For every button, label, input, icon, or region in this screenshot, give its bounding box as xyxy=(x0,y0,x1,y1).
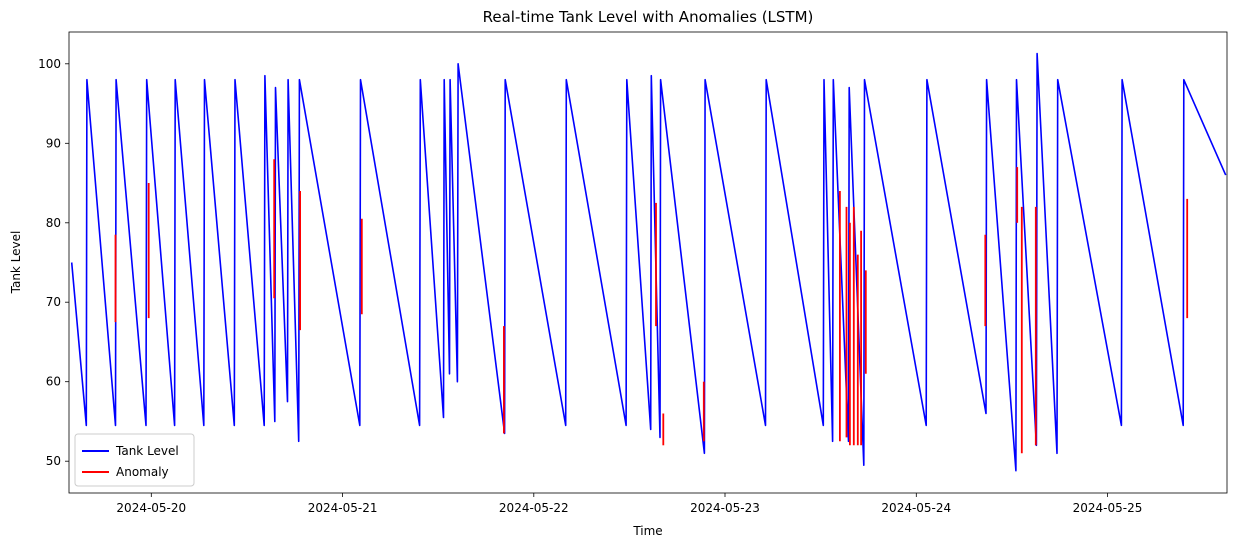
legend-label-tank-level: Tank Level xyxy=(115,444,179,458)
x-tick-label: 2024-05-21 xyxy=(308,501,378,515)
y-tick-label: 90 xyxy=(46,136,61,150)
x-tick-label: 2024-05-23 xyxy=(690,501,760,515)
plot-area-frame xyxy=(68,31,1228,494)
tank-level-line xyxy=(70,52,1227,472)
y-tick-label: 50 xyxy=(46,454,61,468)
x-axis: 2024-05-20 2024-05-21 2024-05-22 2024-05-23… xyxy=(116,493,1142,515)
y-axis: 50 60 70 80 90 100 xyxy=(38,57,69,468)
y-axis-label: Tank Level xyxy=(9,231,23,295)
chart-title: Real-time Tank Level with Anomalies (LST… xyxy=(483,8,814,26)
y-tick-label: 100 xyxy=(38,57,61,71)
legend: Tank Level Anomaly xyxy=(74,433,195,487)
x-tick-label: 2024-05-24 xyxy=(881,501,951,515)
y-tick-label: 80 xyxy=(46,216,61,230)
series-anomaly xyxy=(114,159,1189,454)
y-tick-label: 70 xyxy=(46,295,61,309)
x-tick-label: 2024-05-20 xyxy=(116,501,186,515)
series-tank-level xyxy=(70,52,1227,472)
x-axis-label: Time xyxy=(632,524,662,538)
x-tick-label: 2024-05-25 xyxy=(1073,501,1143,515)
y-tick-label: 60 xyxy=(46,375,61,389)
legend-label-anomaly: Anomaly xyxy=(116,465,169,479)
x-tick-label: 2024-05-22 xyxy=(499,501,569,515)
